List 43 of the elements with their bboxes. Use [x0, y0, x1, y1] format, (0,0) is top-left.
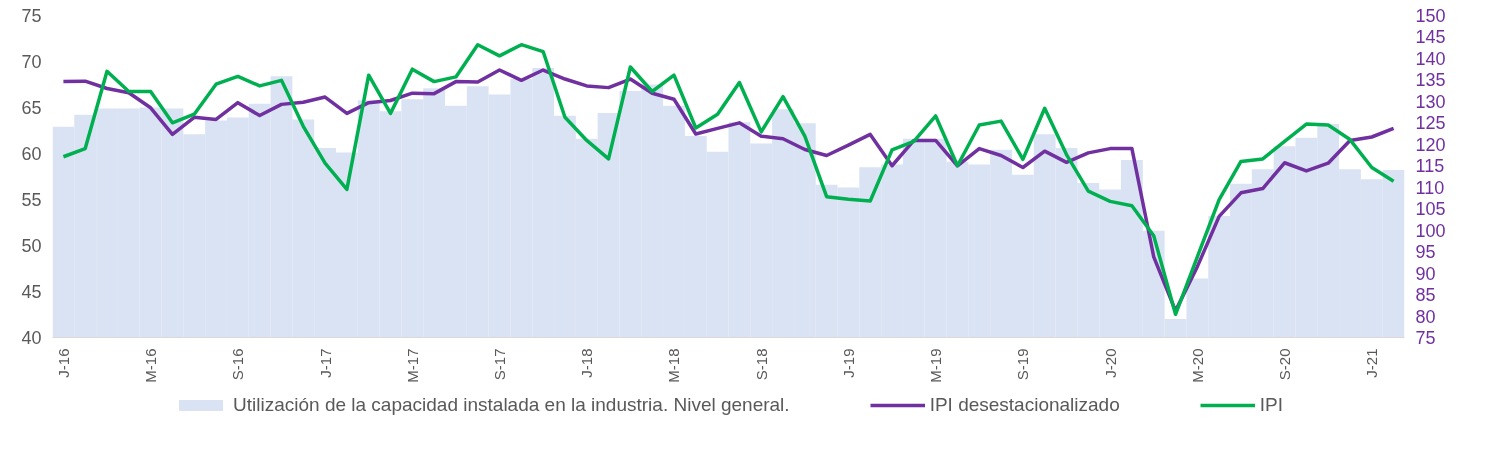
x-tick-label: M-18: [665, 348, 683, 383]
y2-tick-label: 105: [1415, 199, 1446, 220]
x-tick-label: J-16: [54, 348, 72, 378]
y2-tick-label: 85: [1415, 285, 1436, 306]
y2-tick-label: 150: [1415, 6, 1446, 26]
x-tick-label: S-18: [752, 348, 770, 381]
x-tick-label: J-19: [839, 348, 857, 378]
x-tick-label: J-21: [1363, 348, 1381, 378]
x-tick-label: M-16: [142, 348, 160, 383]
x-tick-label: M-20: [1188, 348, 1206, 383]
y-tick-label: 55: [21, 190, 42, 210]
y-tick-label: 45: [21, 282, 42, 302]
y2-tick-label: 135: [1415, 70, 1446, 91]
y-tick-label: 60: [21, 144, 42, 164]
x-tick-label: M-17: [403, 348, 421, 383]
y-tick-label: 50: [21, 236, 42, 256]
legend-label: IPI: [1259, 394, 1283, 416]
y2-tick-label: 145: [1415, 27, 1446, 48]
x-tick-label: J-18: [578, 348, 596, 378]
x-tick-label: S-16: [229, 348, 247, 381]
y-tick-label: 40: [21, 328, 42, 348]
x-tick-label: S-19: [1014, 348, 1032, 381]
y2-tick-label: 80: [1415, 306, 1436, 327]
legend-label: Utilización de la capacidad instalada en la industria. Nivel general.: [233, 394, 790, 416]
y2-tick-label: 115: [1415, 156, 1445, 177]
y2-tick-label: 110: [1415, 177, 1445, 198]
y-tick-label: 75: [21, 6, 42, 26]
y2-tick-label: 95: [1415, 242, 1436, 263]
x-tick-label: J-20: [1101, 348, 1119, 378]
y-tick-label: 65: [21, 98, 42, 118]
y2-tick-label: 100: [1415, 220, 1446, 241]
y2-tick-label: 125: [1415, 113, 1446, 134]
y2-tick-label: 130: [1415, 91, 1446, 112]
y2-tick-label: 140: [1415, 48, 1446, 69]
x-tick-label: S-17: [491, 348, 509, 381]
y-tick-label: 70: [21, 52, 42, 72]
y2-tick-label: 90: [1415, 263, 1436, 284]
y2-tick-label: 120: [1415, 134, 1446, 155]
legend-label: IPI desestacionalizado: [929, 394, 1120, 416]
x-tick-label: M-19: [927, 348, 945, 383]
x-tick-label: S-20: [1276, 348, 1294, 381]
x-tick-label: J-17: [316, 348, 334, 378]
y2-tick-label: 75: [1415, 328, 1436, 348]
